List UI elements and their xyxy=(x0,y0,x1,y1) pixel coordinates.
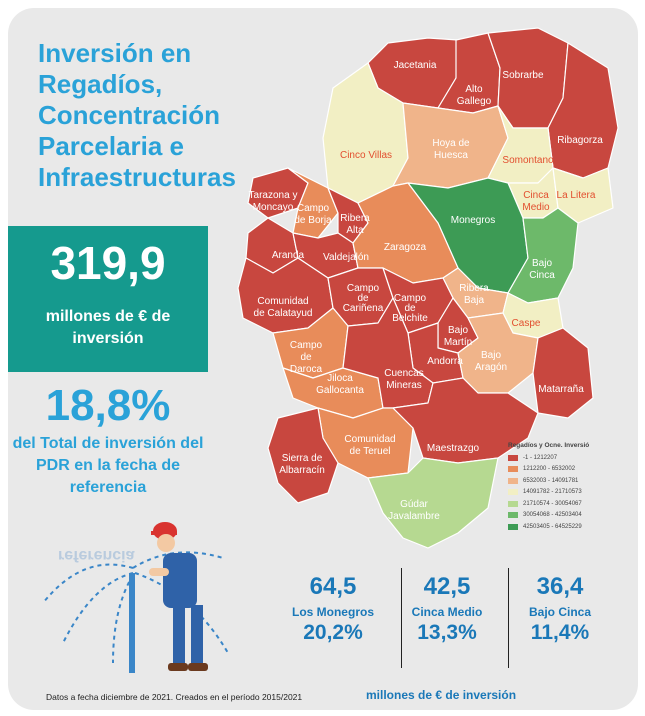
legend-swatch xyxy=(508,523,518,530)
aragon-map: Jacetania Alto Gallego Sobrarbe Ribagorza… xyxy=(237,27,619,549)
stat-value: 64,5 xyxy=(309,573,357,600)
divider xyxy=(508,568,509,668)
farmer-irrigation-illustration xyxy=(42,522,229,673)
legend-label: 30054068 - 42503404 xyxy=(523,512,582,519)
label-aranda: Aranda xyxy=(272,250,305,261)
label-campo-de-daroca: Campo de Daroca xyxy=(290,340,323,375)
total-investment-unit: millones de € de inversión xyxy=(45,308,171,347)
sprinkler-pipe xyxy=(129,573,135,673)
label-hoya-de-huesca: Hoya de Huesca xyxy=(432,138,470,161)
stat-value: 42,5 xyxy=(423,573,471,600)
region-albarracin xyxy=(267,407,339,504)
label-cinca-medio: Cinca Medio xyxy=(522,190,550,213)
label-andorra: Andorra xyxy=(427,356,463,367)
legend-swatch xyxy=(508,489,518,496)
label-cinco-villas: Cinco Villas xyxy=(340,150,392,161)
legend-item: 6532003 - 14091781 xyxy=(508,475,628,487)
legend-label: 21710574 - 30054067 xyxy=(523,500,582,507)
legend-item: 42503405 - 64525229 xyxy=(508,521,628,533)
label-sobrarbe: Sobrarbe xyxy=(502,70,544,81)
stat-percent: 20,2% xyxy=(303,621,363,644)
label-carinena: Campo de Cariñena xyxy=(343,283,384,314)
region-matarrana xyxy=(532,327,594,419)
share-value: 18,8% xyxy=(45,381,171,430)
legend-label: 42503405 - 64525229 xyxy=(523,523,582,530)
stat-monegros: 64,5 Los Monegros 20,2% xyxy=(278,573,388,645)
label-jacetania: Jacetania xyxy=(394,60,437,71)
legend-swatch xyxy=(508,500,518,507)
label-matarrana: Matarraña xyxy=(538,384,584,395)
label-zaragoza: Zaragoza xyxy=(384,242,427,253)
footnote: Datos a fecha diciembre de 2021. Creados… xyxy=(46,692,303,702)
legend-item: 1212200 - 6532002 xyxy=(508,464,628,476)
label-teruel: Comunidad de Teruel xyxy=(344,434,395,457)
label-bajo-martin: Bajo Martín xyxy=(444,325,472,348)
label-maestrazgo: Maestrazgo xyxy=(427,443,480,454)
legend-label: -1 - 1212207 xyxy=(523,454,558,461)
stat-bajo-cinca: 36,4 Bajo Cinca 11,4% xyxy=(505,573,615,645)
legend-item: 30054068 - 42503404 xyxy=(508,510,628,522)
stat-name: Bajo Cinca xyxy=(528,605,591,619)
label-ribagorza: Ribagorza xyxy=(557,135,603,146)
label-calatayud: Comunidad de Calatayud xyxy=(254,296,313,319)
legend-swatch xyxy=(508,512,518,519)
region-gudar xyxy=(367,457,499,549)
label-cuencas-mineras: Cuencas Mineras xyxy=(384,368,423,391)
legend-item: 14091782 - 21710573 xyxy=(508,487,628,499)
label-ribera-baja: Ribera Baja xyxy=(459,283,489,306)
stat-percent: 13,3% xyxy=(417,621,477,644)
water-spray-icon xyxy=(42,551,229,664)
label-gudar: Gúdar Javalambre xyxy=(388,499,440,522)
label-alto-gallego: Alto Gallego xyxy=(457,84,492,107)
total-investment-box: 319,9 millones de € de inversión xyxy=(8,226,208,372)
stats-unit-label: millones de € de inversión xyxy=(366,688,517,702)
legend-item: -1 - 1212207 xyxy=(508,452,628,464)
legend-swatch xyxy=(508,454,518,461)
region-bajo-cinca xyxy=(507,207,579,304)
divider xyxy=(401,568,402,668)
legend-label: 14091782 - 21710573 xyxy=(523,489,582,496)
label-bajo-aragon: Bajo Aragón xyxy=(475,350,507,373)
stat-cinca-medio: 42,5 Cinca Medio 13,3% xyxy=(392,573,502,645)
legend-label: 1212200 - 6532002 xyxy=(523,466,576,473)
legend-label: 6532003 - 14091781 xyxy=(523,477,579,484)
label-belchite: Campo de Belchite xyxy=(392,293,428,324)
legend-item: 21710574 - 30054067 xyxy=(508,498,628,510)
legend-swatch xyxy=(508,477,518,484)
label-jiloca: Jiloca Gallocanta xyxy=(316,373,364,396)
label-bajo-cinca: Bajo Cinca xyxy=(529,258,555,281)
label-somontano: Somontano xyxy=(502,155,554,166)
page-title: Inversión en Regadíos, Concentración Par… xyxy=(38,38,236,192)
label-albarracin: Sierra de Albarracín xyxy=(279,453,325,476)
label-tarazona: Tarazona y Moncayo xyxy=(249,190,298,213)
legend-title: Regadíos y Ocne. Inversió xyxy=(508,442,590,449)
legend-swatch xyxy=(508,466,518,473)
label-valdejalon: Valdejalón xyxy=(323,252,369,263)
stat-percent: 11,4% xyxy=(530,621,590,644)
infographic-card: Jacetania Alto Gallego Sobrarbe Ribagorza… xyxy=(8,8,638,710)
farmer-icon xyxy=(149,522,208,671)
label-monegros: Monegros xyxy=(451,215,495,226)
share-description: del Total de inversión del PDR en la fec… xyxy=(12,435,204,496)
label-la-litera: La Litera xyxy=(557,190,596,201)
label-ribera-alta: Ribera Alta xyxy=(340,213,370,236)
region-maestrazgo xyxy=(392,377,539,464)
map-labels: Jacetania Alto Gallego Sobrarbe Ribagorza… xyxy=(249,60,604,522)
total-investment-value: 319,9 xyxy=(50,237,166,289)
stat-name: Cinca Medio xyxy=(411,605,483,619)
map-legend: Regadíos y Ocne. Inversió -1 - 1212207 1… xyxy=(508,442,628,533)
label-caspe: Caspe xyxy=(512,318,541,329)
stat-name: Los Monegros xyxy=(291,605,374,619)
stat-value: 36,4 xyxy=(536,573,584,600)
label-campo-de-borja: Campo de Borja xyxy=(294,203,332,226)
